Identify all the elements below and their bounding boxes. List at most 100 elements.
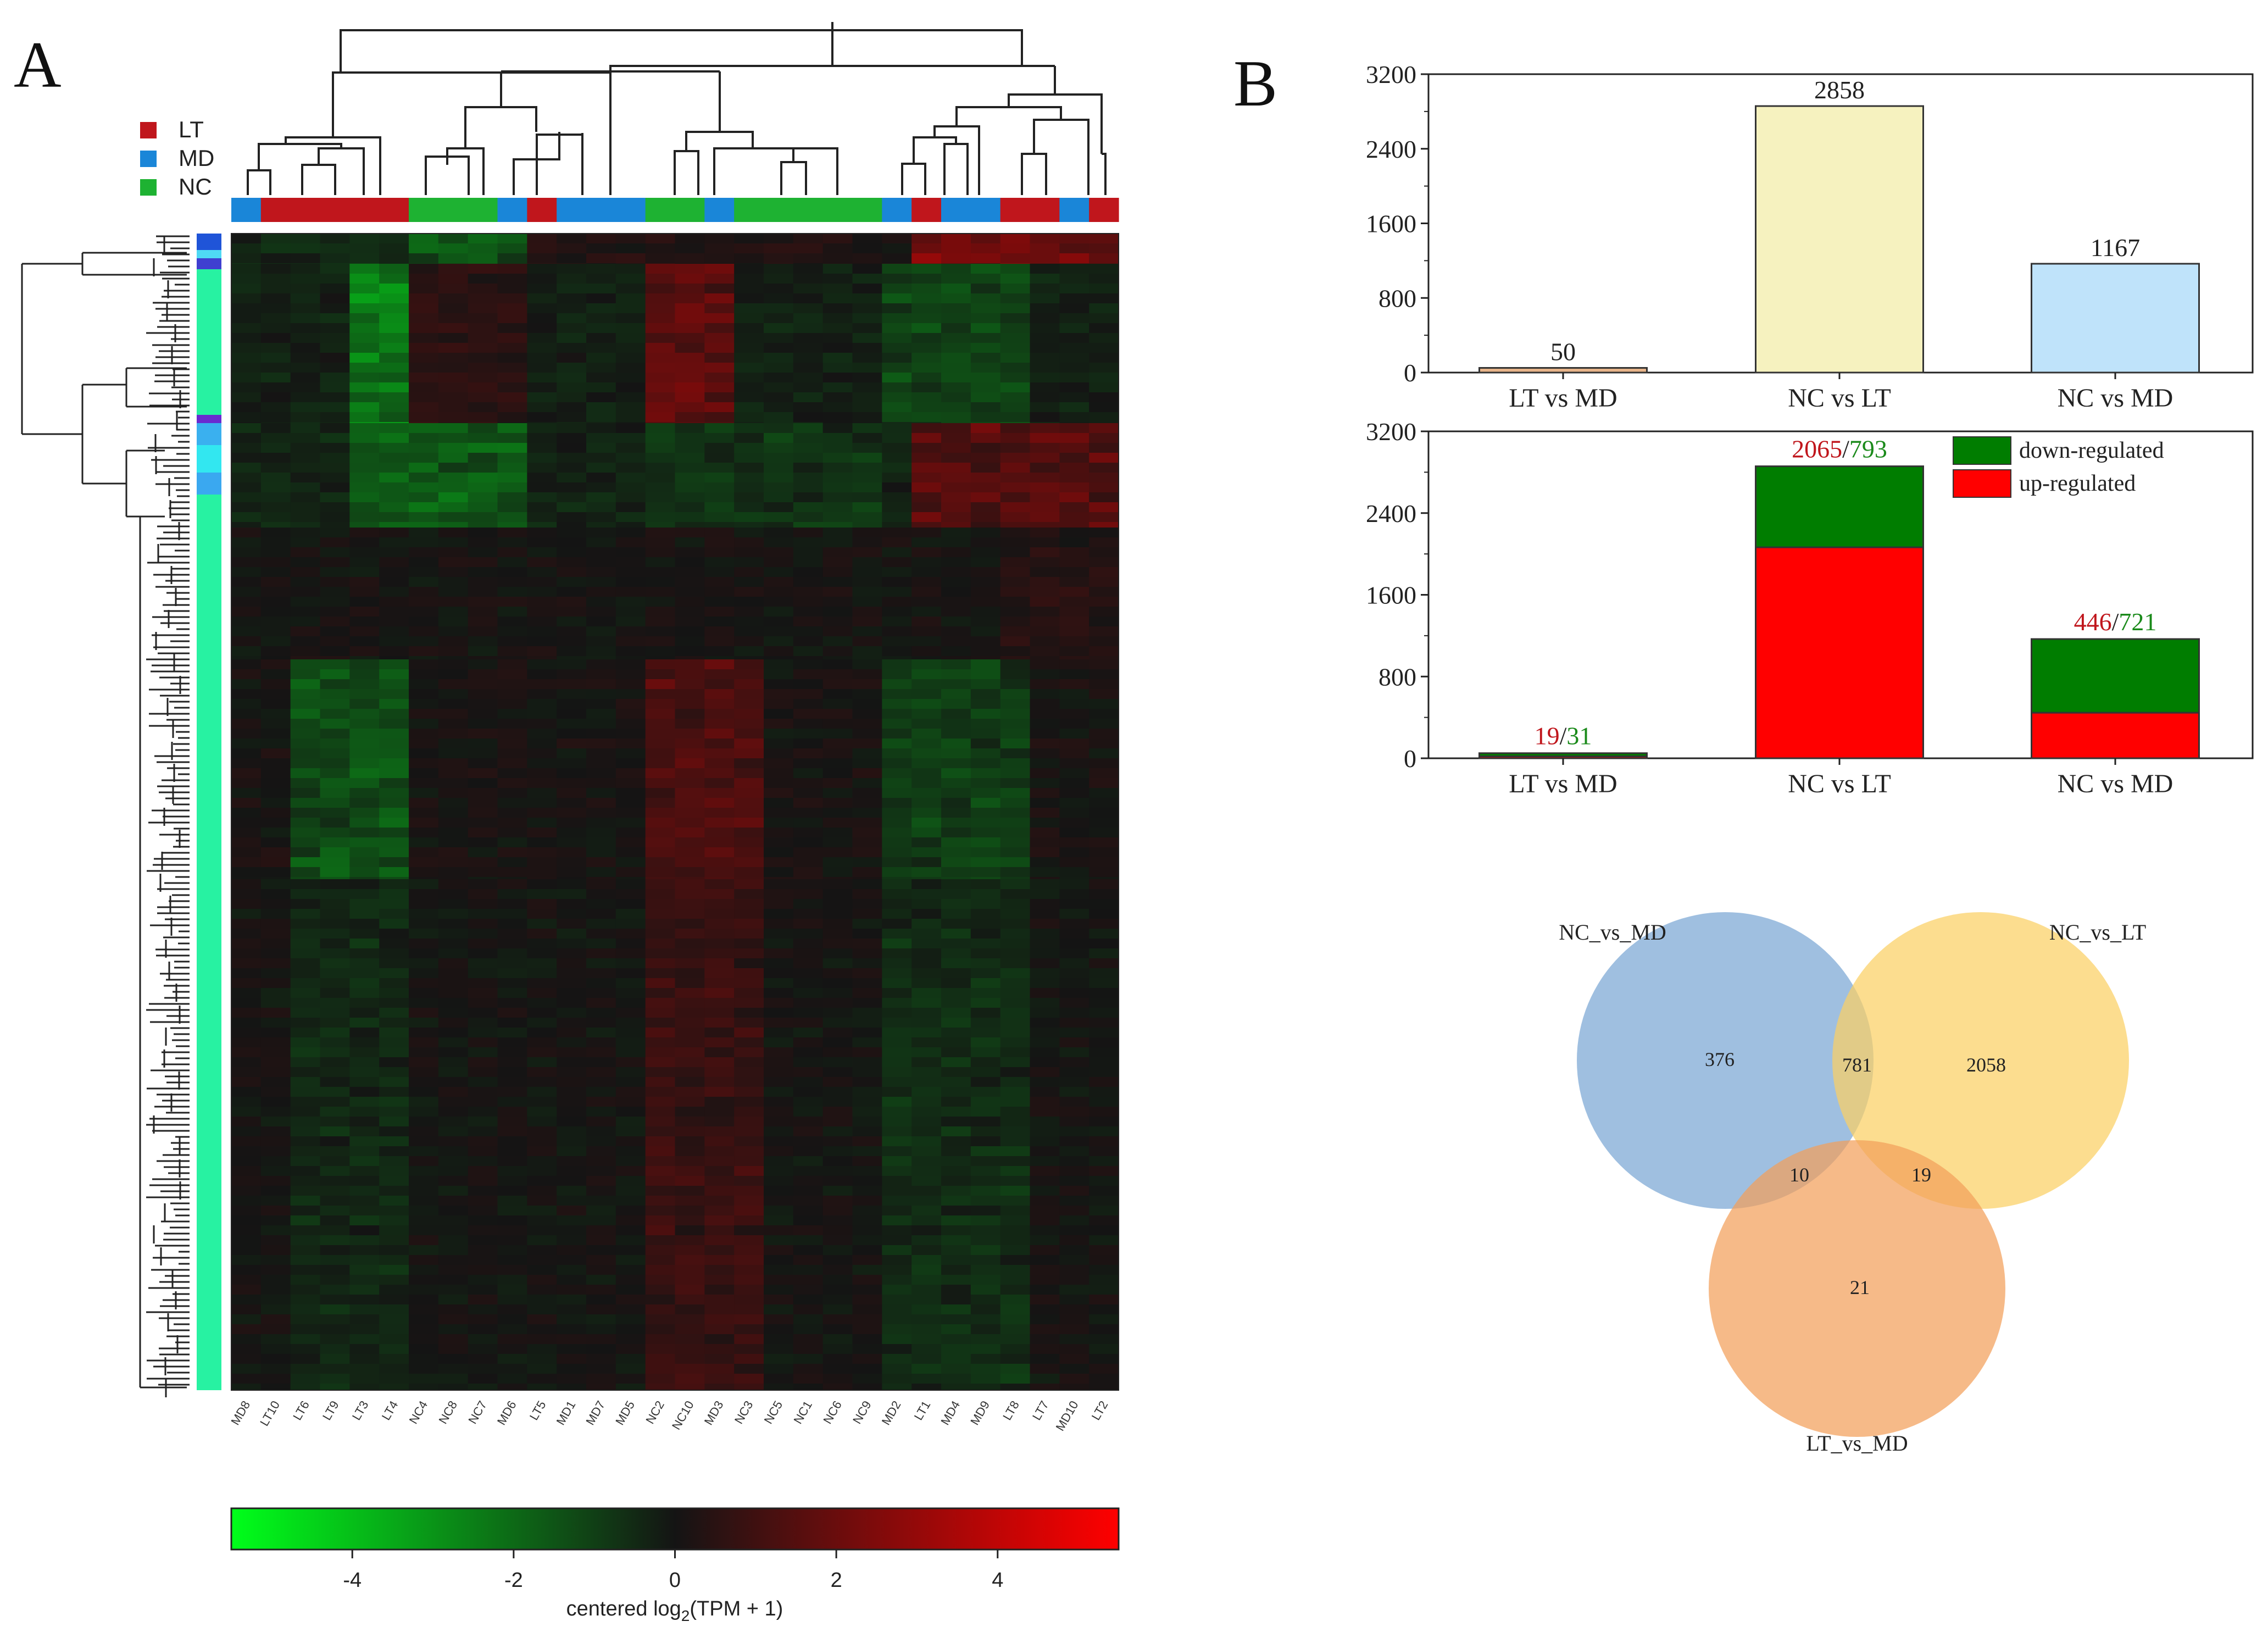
heatmap-cell — [260, 768, 291, 779]
heatmap-cell — [911, 847, 942, 858]
heatmap-cell — [1059, 1344, 1089, 1354]
heatmap-cell — [764, 748, 794, 759]
heatmap-cell — [911, 512, 942, 523]
heatmap-cell — [1000, 857, 1031, 868]
heatmap-cell — [734, 877, 764, 880]
heatmap-cell — [734, 463, 764, 473]
heatmap-cell — [231, 899, 262, 909]
heatmap-cell — [911, 1047, 942, 1058]
heatmap-cell — [349, 1087, 380, 1097]
heatmap-cell — [734, 453, 764, 463]
heatmap-cell — [497, 1206, 527, 1216]
heatmap-cell — [645, 482, 676, 493]
heatmap-cell — [497, 1295, 527, 1305]
heatmap-cell — [615, 473, 646, 483]
heatmap-cell — [911, 778, 942, 789]
heatmap-cell — [970, 402, 1001, 413]
heatmap-cell — [1000, 243, 1031, 254]
heatmap-cell — [409, 343, 439, 353]
heatmap-cell — [734, 382, 764, 393]
heatmap-cell — [349, 837, 380, 848]
heatmap-cell — [822, 597, 853, 607]
heatmap-cell — [822, 1215, 853, 1226]
heatmap-cell — [557, 567, 587, 578]
heatmap-cell — [1030, 818, 1060, 828]
heatmap-cell — [320, 1344, 350, 1354]
heatmap-cell — [764, 877, 794, 880]
heatmap-cell — [793, 877, 824, 880]
heatmap-cell — [468, 1344, 498, 1354]
heatmap-cell — [852, 1245, 882, 1256]
heatmap-cell — [1089, 1186, 1119, 1196]
heatmap-cell — [379, 656, 409, 660]
heatmap-cell — [290, 1008, 321, 1018]
heatmap-cell — [970, 353, 1001, 363]
heatmap-cell — [970, 1166, 1001, 1176]
heatmap-cell — [409, 857, 439, 868]
heatmap-cell — [882, 978, 912, 989]
heatmap-cell — [1030, 402, 1060, 413]
heatmap-cell — [1059, 867, 1089, 878]
heatmap-cell — [527, 828, 557, 838]
heatmap-cell — [349, 274, 380, 284]
heatmap-cell — [675, 323, 705, 334]
heatmap-cell — [911, 343, 942, 353]
heatmap-cell — [645, 253, 676, 264]
heatmap-cell — [822, 422, 853, 424]
heatmap-cell — [615, 758, 646, 769]
heatmap-cell — [527, 1018, 557, 1028]
heatmap-cell — [882, 482, 912, 493]
heatmap-cell — [764, 1117, 794, 1127]
heatmap-cell — [527, 284, 557, 294]
heatmap-cell — [438, 547, 469, 558]
heatmap-cell — [349, 412, 380, 423]
heatmap-cell — [260, 1314, 291, 1325]
heatmap-cell — [497, 313, 527, 324]
heatmap-cell — [290, 1265, 321, 1275]
heatmap-cell — [231, 1215, 262, 1226]
heatmap-cell — [1089, 253, 1119, 264]
heatmap-cell — [409, 492, 439, 503]
heatmap-cell — [438, 626, 469, 637]
heatmap-cell — [231, 1225, 262, 1236]
heatmap-cell — [349, 1097, 380, 1107]
heatmap-cell — [970, 919, 1001, 929]
heatmap-cell — [1059, 948, 1089, 959]
heatmap-cell — [497, 382, 527, 393]
heatmap-cell — [615, 482, 646, 493]
heatmap-cell — [882, 1018, 912, 1028]
heatmap-cell — [349, 253, 380, 264]
heatmap-cell — [586, 1334, 616, 1345]
heatmap-cell — [1059, 1097, 1089, 1107]
heatmap-cell — [764, 1126, 794, 1137]
heatmap-cell — [231, 758, 262, 769]
heatmap-cell — [468, 1324, 498, 1335]
heatmap-cell — [260, 748, 291, 759]
heatmap-cell — [557, 669, 587, 680]
colorbar-tick-label: 2 — [831, 1569, 842, 1592]
heatmap-cell — [409, 1364, 439, 1374]
heatmap-cell — [970, 847, 1001, 858]
heatmap-cell — [1000, 1047, 1031, 1058]
heatmap-cell — [970, 646, 1001, 657]
heatmap-cell — [1089, 412, 1119, 423]
heatmap-cell — [260, 939, 291, 949]
heatmap-cell — [793, 899, 824, 909]
heatmap-cell — [379, 758, 409, 769]
heatmap-cell — [882, 607, 912, 617]
heatmap-cell — [645, 1225, 676, 1236]
heatmap-cell — [852, 512, 882, 523]
heatmap-cell — [970, 699, 1001, 709]
heatmap-cell — [615, 1176, 646, 1186]
heatmap-cell — [704, 988, 735, 998]
heatmap-cell — [527, 607, 557, 617]
heatmap-cell — [379, 1057, 409, 1068]
heatmap-cell — [734, 659, 764, 670]
heatmap-cell — [468, 1225, 498, 1236]
heatmap-cell — [941, 877, 971, 880]
heatmap-cell — [586, 303, 616, 314]
heatmap-cell — [615, 587, 646, 597]
heatmap-cell — [675, 1384, 705, 1391]
heatmap-cell — [793, 1255, 824, 1265]
heatmap-cell — [231, 1364, 262, 1374]
